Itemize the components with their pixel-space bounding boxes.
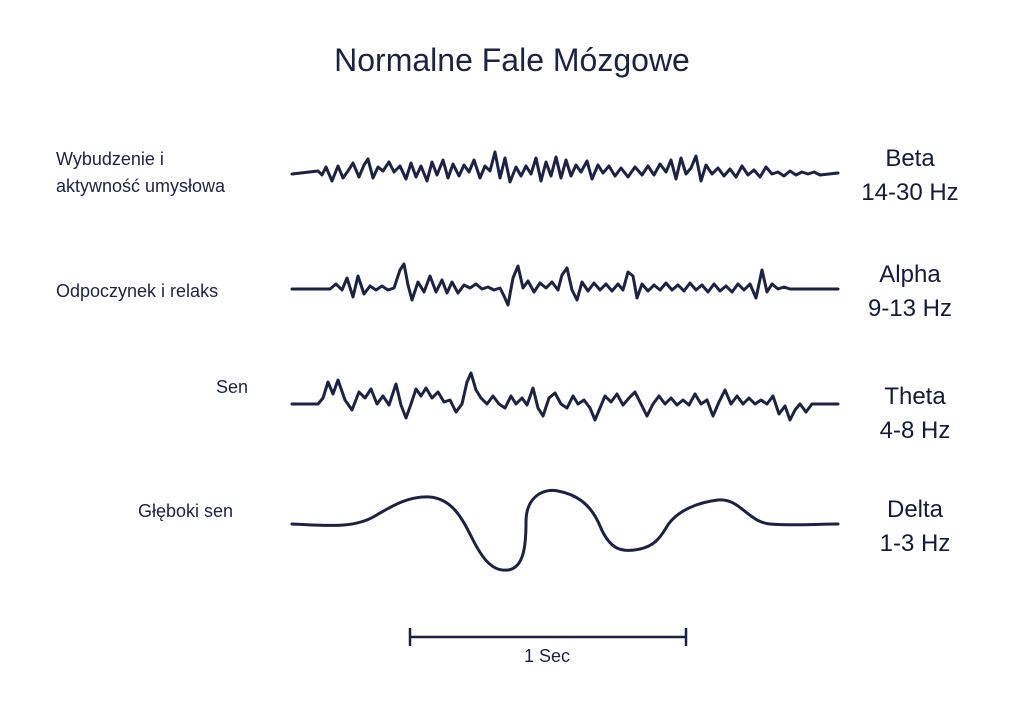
state-label-alpha-line-1: Odpoczynek i relaks — [56, 281, 219, 301]
band-label-theta: Theta 4-8 Hz — [845, 380, 985, 448]
diagram-title: Normalne Fale Mózgowe — [334, 42, 690, 78]
state-label-beta-line-1: Wybudzenie i — [56, 149, 164, 169]
state-label-alpha: Odpoczynek i relaks — [56, 278, 218, 305]
band-frequency-alpha: 9-13 Hz — [867, 295, 953, 322]
band-name-alpha: Alpha — [879, 261, 941, 288]
state-label-beta: Wybudzenie i aktywność umysłowa — [56, 146, 225, 200]
band-label-delta: Delta 1-3 Hz — [845, 493, 985, 561]
theta-waveform — [290, 371, 840, 422]
beta-waveform — [290, 150, 840, 184]
state-label-theta: Sen — [216, 374, 248, 401]
band-frequency-theta: 4-8 Hz — [879, 417, 951, 444]
delta-waveform — [290, 488, 840, 572]
state-label-theta-line-1: Sen — [216, 377, 249, 397]
state-label-delta: Głęboki sen — [138, 498, 233, 525]
band-frequency-delta: 1-3 Hz — [879, 530, 951, 557]
state-label-beta-line-2: aktywność umysłowa — [56, 176, 226, 196]
band-name-delta: Delta — [886, 496, 944, 523]
band-name-beta: Beta — [885, 145, 935, 172]
band-frequency-beta: 14-30 Hz — [861, 179, 959, 206]
state-label-delta-line-1: Głęboki sen — [138, 501, 234, 521]
alpha-waveform — [290, 262, 840, 307]
scale-bar-label: 1 Sec — [523, 646, 571, 666]
band-name-theta: Theta — [884, 383, 946, 410]
band-label-alpha: Alpha 9-13 Hz — [840, 258, 980, 326]
band-label-beta: Beta 14-30 Hz — [840, 142, 980, 210]
